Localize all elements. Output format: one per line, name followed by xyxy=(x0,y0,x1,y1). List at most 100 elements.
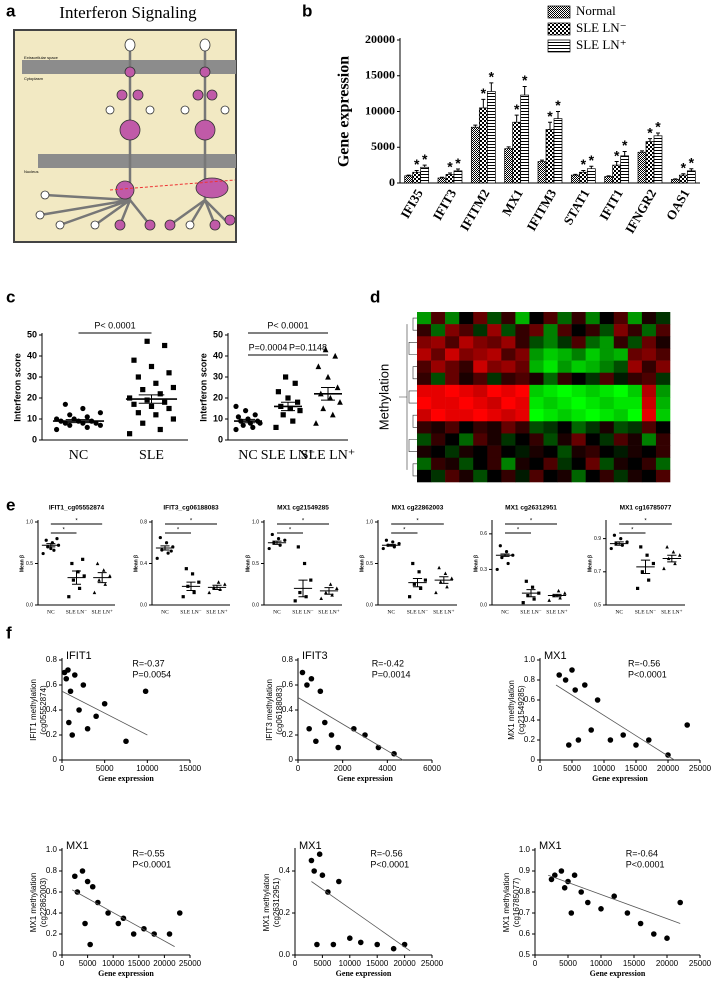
annotation: * xyxy=(289,528,292,534)
heat-cell xyxy=(431,360,446,374)
heat-cell xyxy=(431,409,446,422)
point xyxy=(575,737,582,743)
point xyxy=(624,910,631,916)
heat-cell xyxy=(641,360,657,374)
error-bar xyxy=(640,559,651,574)
x-tick-label: SLE LN⁻ xyxy=(520,609,541,615)
heat-cell xyxy=(571,445,586,459)
x-tick-label: 20000 xyxy=(393,959,416,968)
point xyxy=(97,578,101,582)
heat-cell xyxy=(417,336,432,349)
heat-cell xyxy=(459,384,474,398)
heat-cell xyxy=(473,336,488,349)
heat-cell xyxy=(543,324,558,337)
heat-cell xyxy=(431,348,446,361)
plot-title: MX1 xyxy=(66,840,89,852)
error-bar xyxy=(540,159,544,162)
heat-cell xyxy=(585,397,601,410)
heat-cell xyxy=(543,469,558,483)
heat-cell xyxy=(431,457,446,471)
heat-cell xyxy=(543,457,558,471)
heat-cell xyxy=(627,324,643,337)
heat-cell xyxy=(515,384,530,398)
x-tick-label: 5000 xyxy=(563,764,581,773)
x-tick-label: SLE LN⁺ xyxy=(91,608,112,615)
heat-cell xyxy=(515,397,530,410)
heat-cell xyxy=(487,397,502,410)
error-bar xyxy=(414,169,419,173)
heat-cell xyxy=(599,421,615,434)
point xyxy=(335,586,339,590)
compartment-label: Extracellular space xyxy=(24,55,59,60)
pathway-diagram: Interferon Signaling Extracellular space… xyxy=(13,3,237,243)
heat-cell xyxy=(557,348,572,361)
point xyxy=(148,403,155,409)
x-tick-label: IFNGR2 xyxy=(622,186,659,235)
y-tick-label: 40 xyxy=(213,350,223,360)
heat-cell xyxy=(473,348,488,361)
heat-cell xyxy=(655,336,671,349)
y-tick-label: 0.2 xyxy=(46,929,58,938)
heat-cell xyxy=(501,348,516,361)
point xyxy=(63,675,70,682)
heat-cell xyxy=(459,445,474,459)
annotation: P=0.0004 xyxy=(249,342,288,352)
heat-cell xyxy=(417,457,432,471)
heat-cell xyxy=(417,433,432,446)
x-tick-label: IFITM2 xyxy=(457,186,493,233)
error-bar xyxy=(614,541,624,546)
point xyxy=(52,548,56,552)
heat-cell xyxy=(459,397,474,410)
y-tick-label: 0 xyxy=(218,434,223,444)
heat-cell xyxy=(515,421,530,434)
heat-cell xyxy=(641,397,657,410)
x-tick-label: NC xyxy=(387,609,395,615)
point xyxy=(332,352,339,359)
error-bar xyxy=(321,387,335,401)
error-bar xyxy=(640,150,644,153)
annotation: * xyxy=(75,519,78,525)
y-tick-label: 10000 xyxy=(365,103,395,117)
heat-cell xyxy=(445,372,460,386)
heat-cell xyxy=(599,312,615,325)
y-tick-label: 0.0 xyxy=(480,602,487,608)
significance-star: * xyxy=(447,159,453,175)
point xyxy=(170,384,176,391)
heat-cell xyxy=(431,469,446,483)
point xyxy=(65,667,71,673)
point xyxy=(103,582,108,586)
heat-cell xyxy=(585,469,601,483)
bar xyxy=(404,175,414,184)
heat-cell xyxy=(543,360,558,374)
y-tick-label: 0.7 xyxy=(519,908,531,917)
point xyxy=(401,941,408,948)
bar xyxy=(412,171,422,184)
point xyxy=(280,412,286,418)
heat-cell xyxy=(613,372,629,386)
y-tick-label: 0.6 xyxy=(519,929,531,938)
point xyxy=(101,700,108,707)
bar xyxy=(504,148,514,184)
point xyxy=(578,889,584,895)
point xyxy=(671,549,676,554)
significance-star: * xyxy=(581,156,587,172)
x-tick-label: SLE LN⁺ xyxy=(433,608,454,615)
point xyxy=(327,394,334,401)
heat-cell xyxy=(487,348,502,361)
heat-cell xyxy=(487,384,502,398)
x-tick-label: 0 xyxy=(60,764,65,773)
heat-cell xyxy=(501,336,516,349)
point xyxy=(250,424,256,430)
point xyxy=(76,570,80,574)
heat-cell xyxy=(557,336,572,349)
point xyxy=(80,420,86,426)
bar xyxy=(453,170,463,184)
heat-cell xyxy=(459,457,474,471)
x-tick-label: SLE LN⁺ xyxy=(661,608,682,615)
point xyxy=(62,401,68,407)
error-bar xyxy=(281,401,295,412)
point xyxy=(101,568,106,572)
point xyxy=(571,872,578,878)
heat-cell xyxy=(641,469,657,483)
point xyxy=(530,585,535,589)
